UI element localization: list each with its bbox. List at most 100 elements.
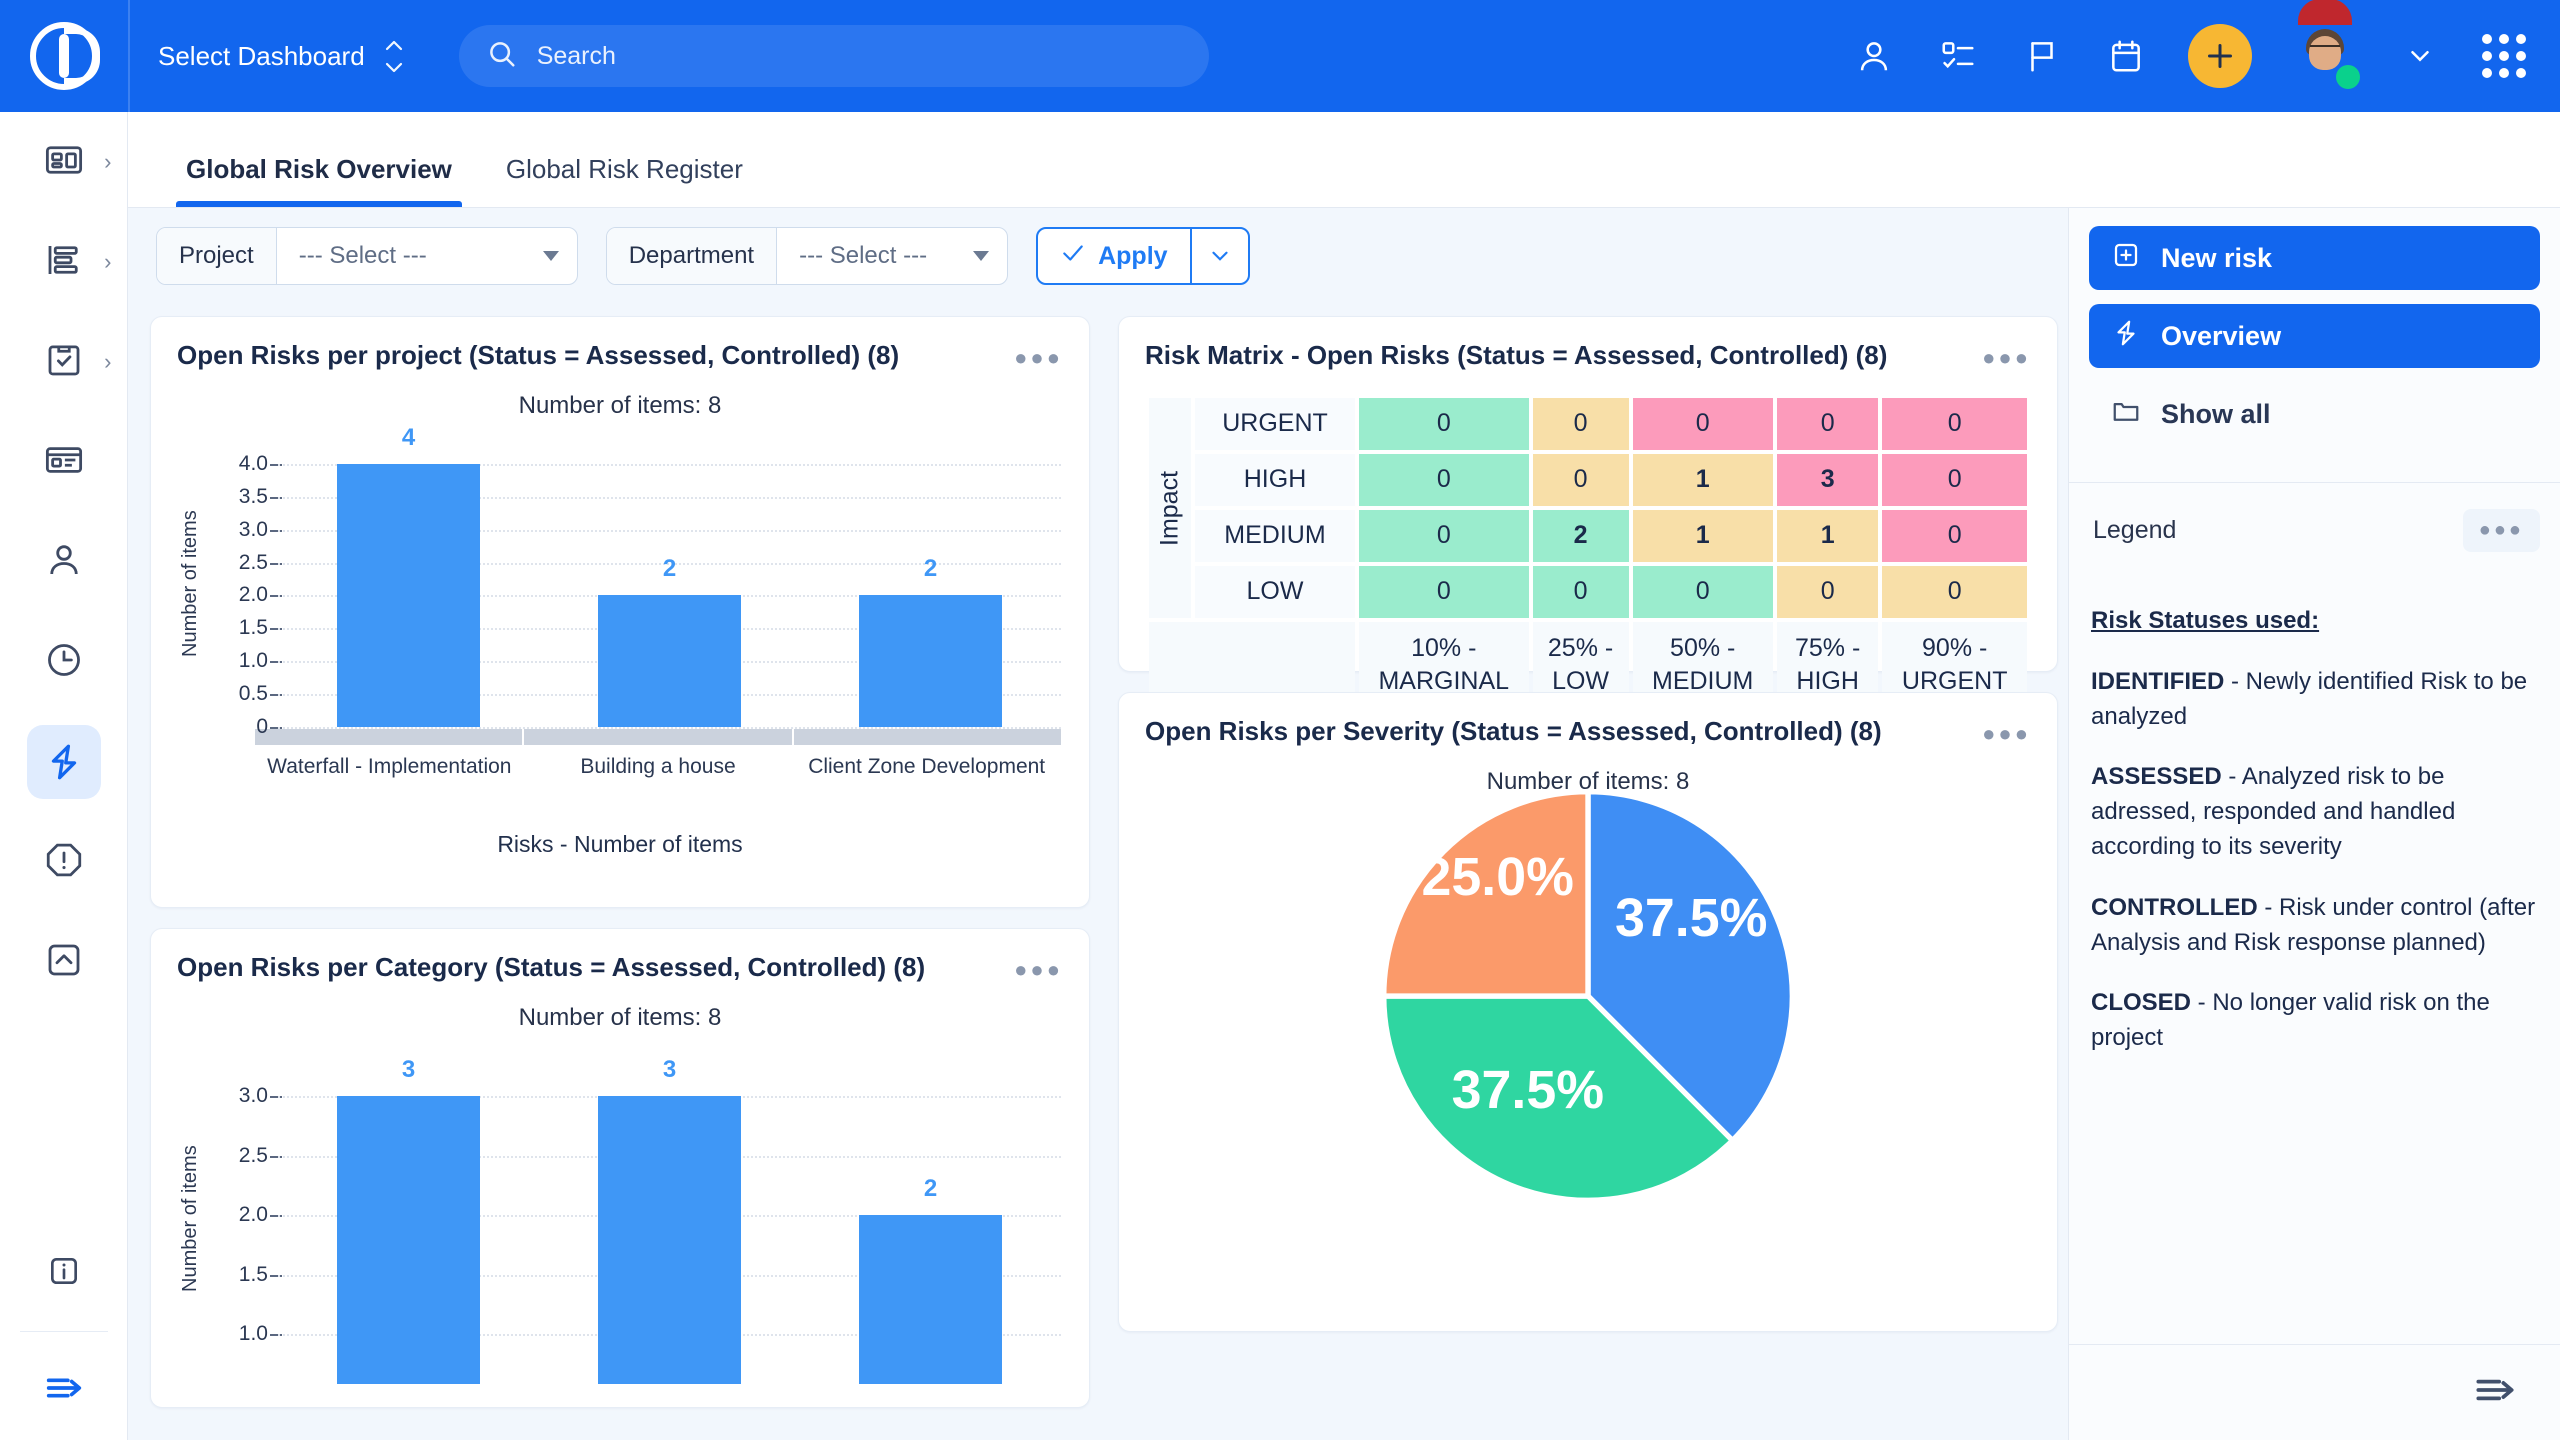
pie-slice-green[interactable]	[1381, 992, 1737, 1203]
department-filter[interactable]: Department --- Select ---	[605, 227, 1009, 285]
bar-cell[interactable]: 3	[539, 1054, 800, 1384]
y-axis-label: Number of items	[179, 1145, 201, 1292]
card-open-risks-per-project: Open Risks per project (Status = Assesse…	[150, 316, 1090, 908]
matrix-cell[interactable]: 0	[1532, 453, 1629, 506]
matrix-cell[interactable]: 2	[1532, 509, 1629, 562]
bar-cell[interactable]: 4	[278, 424, 539, 727]
matrix-cell[interactable]: 0	[1532, 565, 1629, 618]
matrix-cell[interactable]: 0	[1882, 397, 2027, 450]
bar[interactable]: 3	[336, 1056, 481, 1384]
apply-dropdown-button[interactable]	[1192, 229, 1248, 283]
matrix-cell[interactable]: 1	[1632, 509, 1773, 562]
project-filter-select[interactable]: --- Select ---	[277, 228, 577, 284]
tab-global-risk-overview[interactable]: Global Risk Overview	[176, 154, 462, 207]
calendar-icon[interactable]	[2104, 34, 2148, 78]
bar-cell[interactable]: 2	[539, 442, 800, 727]
matrix-cell[interactable]: 0	[1776, 397, 1879, 450]
apply-button[interactable]: Apply	[1038, 229, 1189, 283]
card-open-risks-per-category: Open Risks per Category (Status = Assess…	[150, 928, 1090, 1408]
matrix-cell[interactable]: 0	[1776, 565, 1879, 618]
apps-grid-icon[interactable]	[2482, 34, 2526, 78]
matrix-cell[interactable]: 0	[1632, 565, 1773, 618]
matrix-cell[interactable]: 0	[1882, 453, 2027, 506]
plot-area: 4 2 2	[278, 424, 1061, 729]
app-logo[interactable]	[0, 0, 128, 112]
new-risk-button[interactable]: New risk	[2089, 226, 2540, 290]
project-filter-value: --- Select ---	[298, 242, 427, 269]
flag-icon[interactable]	[2020, 34, 2064, 78]
legend-entry: ASSESSED - Analyzed risk to be adressed,…	[2091, 760, 2538, 864]
dashboard-selector[interactable]: Select Dashboard	[130, 0, 431, 112]
show-all-button[interactable]: Show all	[2089, 382, 2540, 446]
matrix-cell[interactable]: 0	[1882, 509, 2027, 562]
bar-cell[interactable]: 2	[800, 442, 1061, 727]
bar-cell[interactable]: 3	[278, 1054, 539, 1384]
chevron-down-icon[interactable]	[2398, 34, 2442, 78]
bar[interactable]: 3	[597, 1056, 742, 1384]
project-filter-label: Project	[157, 228, 277, 284]
department-filter-select[interactable]: --- Select ---	[777, 228, 1007, 284]
overview-button[interactable]: Overview	[2089, 304, 2540, 368]
more-options-icon[interactable]: ●●●	[1014, 957, 1063, 982]
pie-slice-blue[interactable]	[1585, 788, 1796, 1144]
more-options-icon[interactable]: ●●●	[1982, 345, 2031, 370]
collapse-up-icon	[43, 939, 85, 986]
bar-cell[interactable]: 2	[800, 1054, 1061, 1384]
matrix-cell[interactable]: 0	[1359, 565, 1529, 618]
more-options-icon[interactable]: ●●●	[1982, 721, 2031, 746]
sidebar-item-time-tracking[interactable]	[0, 612, 128, 712]
row-label: HIGH	[1195, 453, 1355, 506]
matrix-cell[interactable]: 0	[1359, 397, 1529, 450]
caret-down-icon	[973, 251, 990, 261]
expand-panel-icon[interactable]	[2470, 1365, 2520, 1420]
matrix-cell[interactable]: 0	[1632, 397, 1773, 450]
project-filter[interactable]: Project --- Select ---	[156, 227, 578, 285]
y-tick: 4.0	[238, 452, 283, 476]
x-tick-label: Client Zone Development	[808, 754, 1046, 778]
matrix-cell[interactable]: 0	[1359, 509, 1529, 562]
y-tick: 1.5	[238, 616, 283, 640]
sidebar-item-risks[interactable]	[0, 712, 128, 812]
sidebar-item-tasks[interactable]: ›	[0, 312, 128, 412]
matrix-cell[interactable]: 0	[1882, 565, 2027, 618]
legend-desc: - Risk under control (after Analysis and…	[2091, 893, 2536, 956]
sidebar-item-contacts[interactable]	[0, 512, 128, 612]
sidebar-item-projects[interactable]: ›	[0, 212, 128, 312]
sidebar-item-alerts[interactable]	[0, 812, 128, 912]
card-header: Open Risks per Severity (Status = Assess…	[1119, 693, 2057, 756]
matrix-cell[interactable]: 1	[1632, 453, 1773, 506]
add-new-button[interactable]	[2188, 24, 2252, 88]
tab-global-risk-register[interactable]: Global Risk Register	[505, 154, 743, 184]
matrix-cell[interactable]: 0	[1532, 397, 1629, 450]
bar[interactable]: 4	[336, 424, 481, 727]
more-options-icon[interactable]: ●●●	[1014, 345, 1063, 370]
matrix-cell[interactable]: 0	[1359, 453, 1529, 506]
sidebar-item-pages[interactable]	[0, 412, 128, 512]
avatar[interactable]	[2292, 0, 2360, 89]
more-options-icon[interactable]: ●●●	[2462, 509, 2540, 552]
y-tick: 1.5	[238, 1262, 283, 1286]
bar[interactable]: 2	[858, 555, 1003, 727]
search-input[interactable]: Search	[458, 25, 1209, 87]
matrix-cell[interactable]: 3	[1776, 453, 1879, 506]
panel-divider	[2069, 482, 2560, 483]
easyproject-logo-icon	[30, 22, 100, 90]
legend-desc: - No longer valid risk on the project	[2091, 989, 2490, 1052]
sidebar-item-collapse[interactable]	[0, 912, 128, 1012]
tasks-checklist-icon[interactable]	[1936, 34, 1980, 78]
time-tracking-icon	[43, 639, 85, 686]
sidebar-item-info[interactable]	[0, 1223, 128, 1323]
sidebar-item-dashboard[interactable]: ›	[0, 112, 128, 212]
bar[interactable]: 2	[858, 1175, 1003, 1384]
matrix-cell[interactable]: 1	[1776, 509, 1879, 562]
sidebar-item-expand[interactable]	[0, 1340, 128, 1440]
impact-axis-label: Impact	[1149, 397, 1191, 618]
user-icon[interactable]	[1852, 34, 1896, 78]
expand-sidebar-icon	[41, 1365, 87, 1416]
bar[interactable]: 2	[597, 555, 742, 727]
table-row: HIGH 0 0 1 3 0	[1149, 453, 2027, 506]
pie-slice-orange[interactable]	[1381, 788, 1591, 999]
gridline	[278, 726, 1061, 729]
right-side-panel: New risk Overview Show all Legend ●●● Ri…	[2068, 208, 2560, 1440]
card-subtitle: Number of items: 8	[518, 391, 722, 419]
